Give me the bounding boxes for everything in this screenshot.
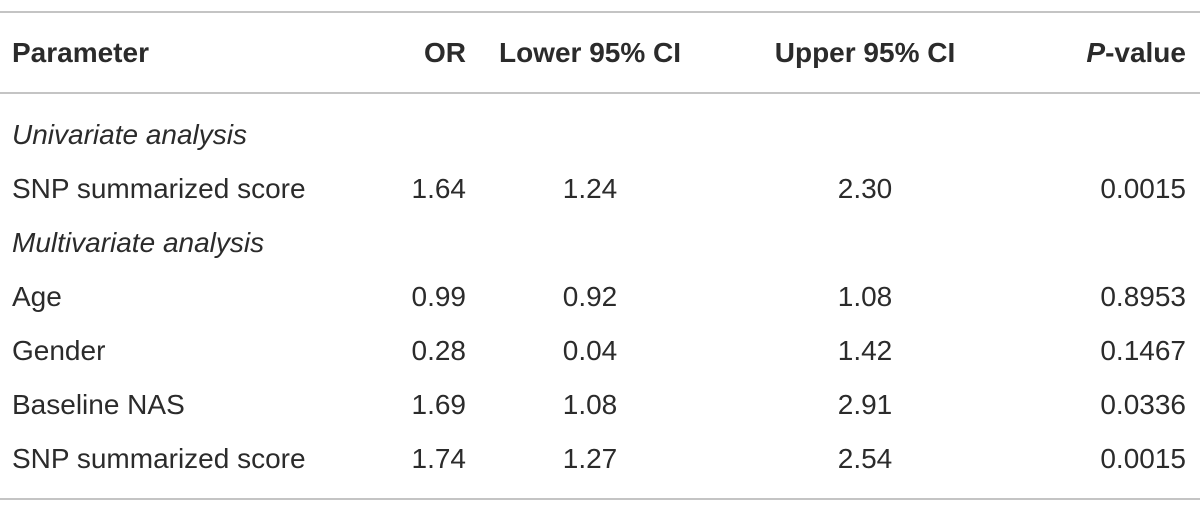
cell-value: 0.99 [411, 281, 467, 312]
data-row: Baseline NAS 1.69 1.08 2.91 0.0336 [0, 378, 1200, 432]
header-cell: Parameter [12, 36, 149, 68]
row-label: Baseline NAS [12, 389, 185, 420]
data-row: Age 0.99 0.92 1.08 0.8953 [0, 270, 1200, 324]
cell-value: 2.91 [837, 389, 893, 420]
data-row: SNP summarized score 1.64 1.24 2.30 0.0015 [0, 162, 1200, 216]
header-cell: Upper 95% CI [774, 36, 956, 68]
cell-value: 0.8953 [1100, 281, 1186, 312]
cell-value: 1.27 [562, 443, 618, 474]
cell-value: 1.64 [411, 173, 467, 204]
header-cell: P-value [1086, 36, 1186, 68]
row-label: SNP summarized score [12, 443, 306, 474]
cell-value: 2.54 [837, 443, 893, 474]
header-row: Parameter OR Lower 95% CI Upper 95% CI P-val… [0, 12, 1200, 93]
cell-value: 2.30 [837, 173, 893, 204]
header-cell: OR [424, 36, 466, 68]
row-label: SNP summarized score [12, 173, 306, 204]
cell-value: 0.28 [411, 335, 467, 366]
cell-value: 0.1467 [1100, 335, 1186, 366]
cell-value: 0.0015 [1100, 173, 1186, 204]
cell-value: 1.08 [837, 281, 893, 312]
row-label: Age [12, 281, 62, 312]
cell-value: 1.24 [562, 173, 618, 204]
section-row: Multivariate analysis [0, 216, 1200, 270]
cell-value: 1.69 [411, 389, 467, 420]
row-label: Gender [12, 335, 106, 366]
table-body: Univariate analysis SNP summarized score 1… [0, 93, 1200, 499]
cell-value: 0.0336 [1100, 389, 1186, 420]
section-label: Multivariate analysis [12, 227, 265, 258]
table-header: Parameter OR Lower 95% CI Upper 95% CI P-val… [0, 12, 1200, 93]
data-row: Gender 0.28 0.04 1.42 0.1467 [0, 324, 1200, 378]
header-cell: Lower 95% CI [498, 36, 682, 68]
data-row: SNP summarized score 1.74 1.27 2.54 0.0015 [0, 432, 1200, 499]
section-label: Univariate analysis [12, 119, 247, 150]
results-table: Parameter OR Lower 95% CI Upper 95% CI P-val… [0, 11, 1200, 500]
cell-value: 0.04 [562, 335, 618, 366]
cell-value: 0.0015 [1100, 443, 1186, 474]
cell-value: 0.92 [562, 281, 618, 312]
cell-value: 1.42 [837, 335, 893, 366]
cell-value: 1.74 [411, 443, 467, 474]
cell-value: 1.08 [562, 389, 618, 420]
section-row: Univariate analysis [0, 93, 1200, 162]
